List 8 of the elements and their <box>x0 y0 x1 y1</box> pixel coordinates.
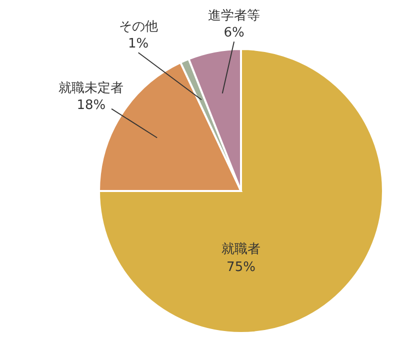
data-label: 6% <box>224 26 244 41</box>
data-label: 18% <box>76 98 106 113</box>
slice-label: 進学者等 <box>208 8 260 24</box>
slice-label: 就職者 <box>222 242 260 257</box>
data-label: 75% <box>226 260 256 275</box>
data-label: 1% <box>128 36 149 52</box>
slice-label: 就職未定者 <box>58 80 124 96</box>
slice-label: その他 <box>118 20 158 35</box>
